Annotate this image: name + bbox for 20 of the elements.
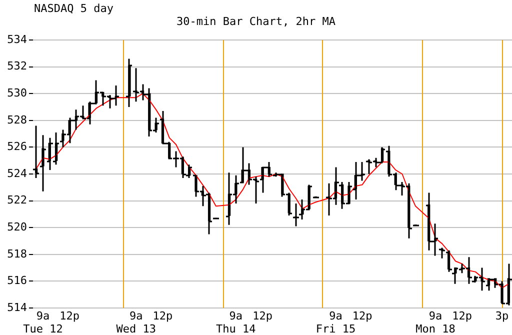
candlestick: [39, 134, 47, 192]
chart-subtitle: 30-min Bar Chart, 2hr MA: [176, 15, 336, 28]
x-tick-label: 12p: [60, 309, 80, 322]
y-tick-label: 528: [7, 113, 27, 126]
chart-title: NASDAQ 5 day: [34, 2, 114, 15]
y-tick-label: 520: [7, 220, 27, 234]
x-tick-label: 3p: [495, 309, 509, 322]
x-tick-label: 12p: [252, 309, 272, 322]
y-tick-label: 524: [7, 166, 28, 180]
y-tick-label: 522: [7, 194, 27, 207]
x-tick-label: 12p: [152, 309, 173, 322]
y-tick-label: 514: [7, 300, 28, 314]
y-tick-label: 518: [7, 247, 27, 260]
x-tick-label: 12p: [352, 309, 372, 322]
y-tick-label: 532: [7, 60, 27, 73]
y-tick-label: 516: [7, 274, 27, 288]
y-tick-label: 526: [7, 140, 27, 154]
y-tick-label: 530: [7, 86, 27, 100]
x-tick-label: 12p: [452, 309, 472, 322]
y-tick-label: 534: [7, 32, 28, 46]
